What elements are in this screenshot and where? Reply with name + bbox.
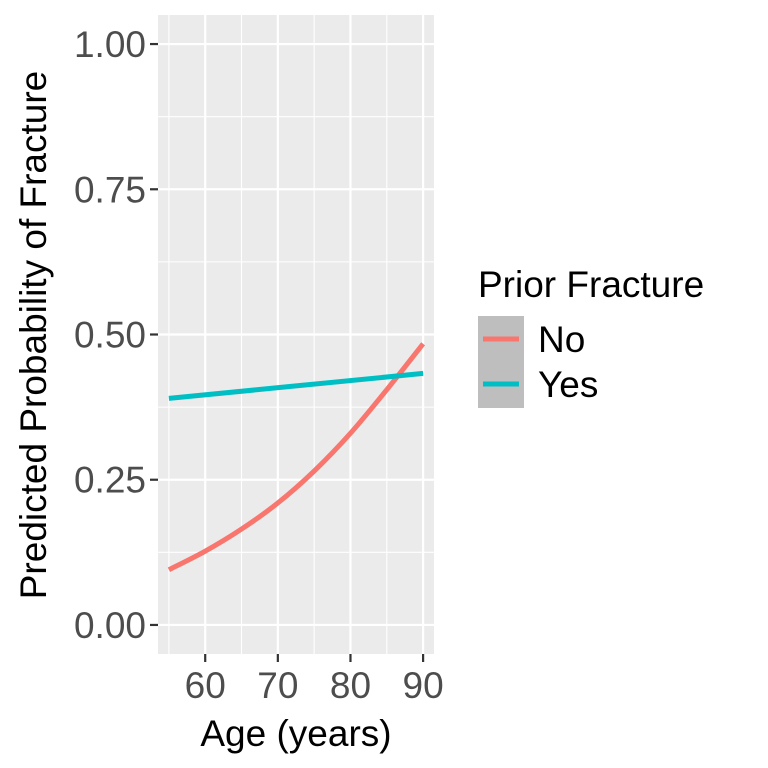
series-line-no: [167, 342, 426, 572]
series-lines: [167, 342, 426, 572]
x-tick-label-1: 70: [257, 665, 298, 706]
legend: Prior Fracture No Yes: [478, 264, 704, 408]
legend-label-no: No: [538, 319, 585, 360]
legend-title: Prior Fracture: [478, 264, 704, 305]
y-axis: 0.00 0.25 0.50 0.75 1.00: [74, 24, 158, 646]
x-tick-label-0: 60: [185, 665, 226, 706]
y-tick-label-2: 0.50: [74, 315, 146, 356]
legend-key-background: [478, 316, 524, 408]
y-tick-label-4: 1.00: [74, 24, 146, 65]
y-axis-title: Predicted Probability of Fracture: [13, 71, 54, 600]
x-axis-title: Age (years): [200, 713, 391, 754]
y-tick-label-1: 0.25: [74, 460, 146, 501]
x-tick-label-2: 80: [330, 665, 371, 706]
y-tick-label-0: 0.00: [74, 605, 146, 646]
x-axis: 60 70 80 90: [185, 654, 444, 706]
series-line-yes: [168, 370, 424, 401]
y-tick-label-3: 0.75: [74, 169, 146, 210]
x-tick-label-3: 90: [403, 665, 444, 706]
major-gridlines: [158, 15, 434, 654]
legend-label-yes: Yes: [538, 364, 598, 405]
